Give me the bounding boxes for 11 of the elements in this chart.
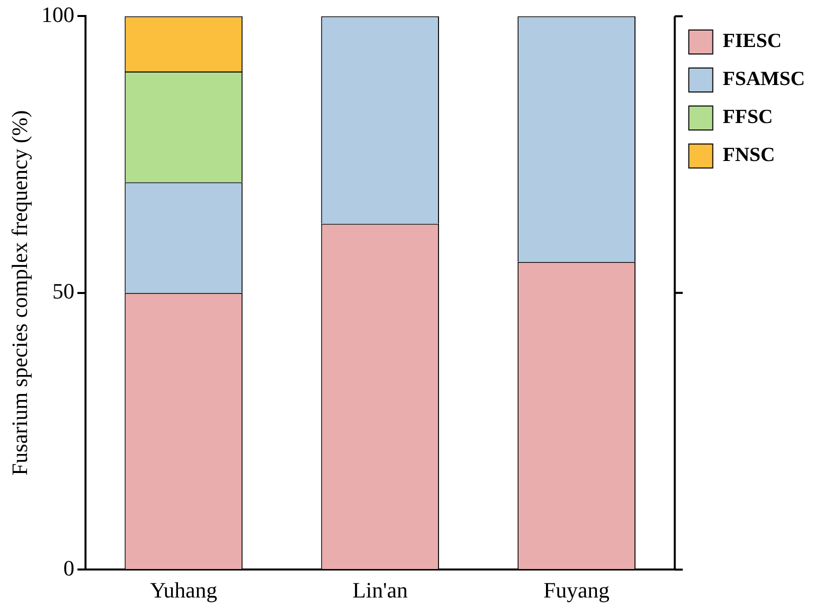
legend-label: FFSC (722, 106, 773, 128)
x-tick-label: Lin'an (352, 578, 408, 603)
y-axis-title: Fusarium species complex frequency (%) (6, 110, 32, 476)
y-tick-label: 0 (63, 555, 74, 580)
legend-label: FIESC (722, 30, 782, 52)
x-tick-label: Fuyang (544, 578, 610, 603)
legend-label: FNSC (722, 144, 776, 166)
x-tick-label: Yuhang (150, 578, 218, 603)
y-tick-label: 50 (52, 278, 74, 304)
legend-label: FSAMSC (722, 68, 806, 90)
y-tick-label: 100 (41, 2, 74, 27)
